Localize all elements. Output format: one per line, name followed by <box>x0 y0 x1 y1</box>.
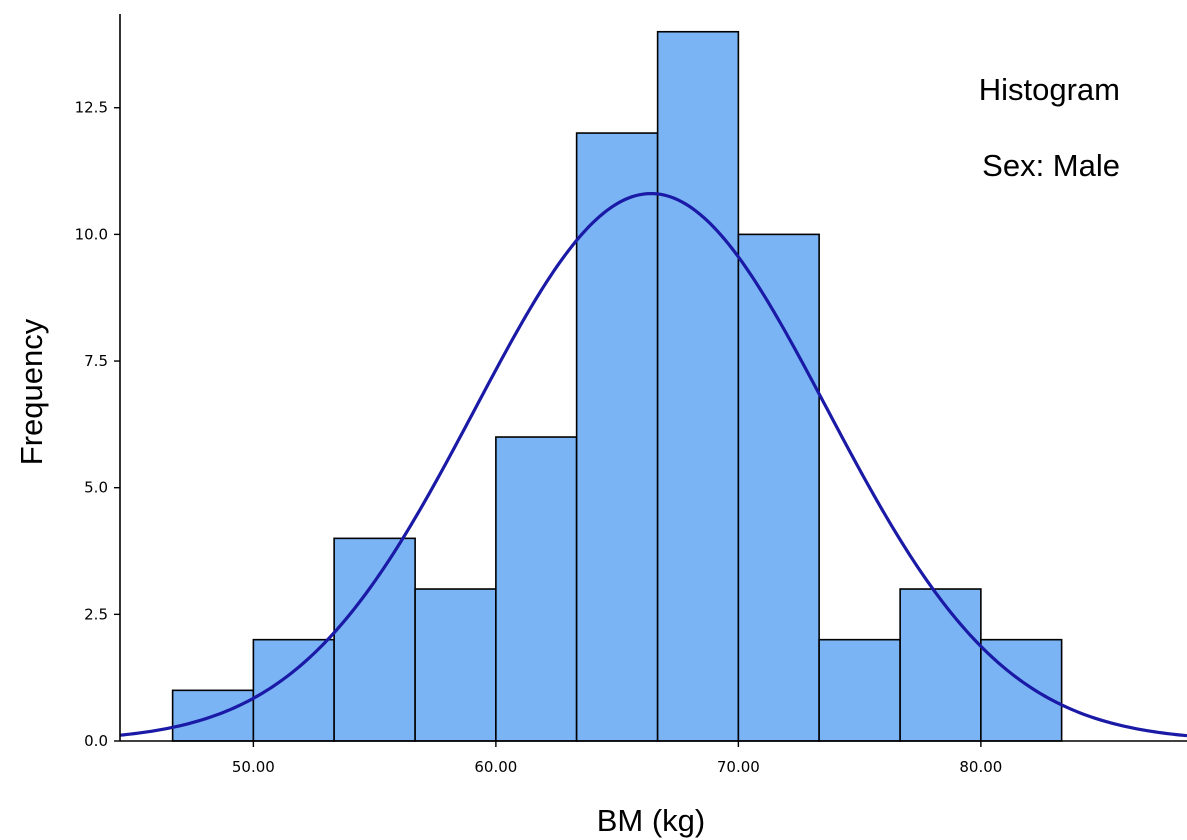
chart-subtitle: Sex: Male <box>982 148 1120 183</box>
histogram-bars <box>171 30 1063 742</box>
histogram-bar <box>575 132 659 742</box>
chart-title: Histogram <box>979 72 1120 107</box>
x-tick-label: 60.00 <box>474 758 517 776</box>
y-tick-label: 7.5 <box>84 352 108 370</box>
y-tick-label: 12.5 <box>75 99 108 117</box>
x-tick-label: 80.00 <box>959 758 1002 776</box>
x-axis-title: BM (kg) <box>597 803 706 838</box>
x-tick-label: 70.00 <box>717 758 760 776</box>
y-tick-label: 10.0 <box>75 225 108 243</box>
histogram-bar <box>656 30 740 742</box>
histogram-bar <box>818 638 901 742</box>
y-tick-label: 5.0 <box>84 479 108 497</box>
y-tick-label: 2.5 <box>84 605 108 623</box>
histogram-bar <box>333 537 416 742</box>
y-axis-title: Frequency <box>14 318 49 465</box>
histogram-bar <box>495 436 578 742</box>
y-axis-ticks: 0.0 2.5 5.0 7.5 10.0 12.5 <box>75 99 120 750</box>
histogram-bar <box>414 588 497 742</box>
histogram-bar <box>899 588 982 742</box>
y-tick-label: 0.0 <box>84 732 108 750</box>
normal-curve <box>119 191 1187 738</box>
x-tick-label: 50.00 <box>232 758 275 776</box>
histogram-bar <box>737 233 820 742</box>
x-axis-ticks: 50.00 60.00 70.00 80.00 <box>232 741 1002 776</box>
histogram-bar <box>980 638 1063 742</box>
